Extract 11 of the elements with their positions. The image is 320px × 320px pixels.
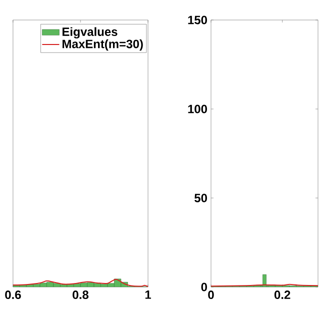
x-tick-label: 0.6 bbox=[5, 290, 21, 300]
y-tick-label: 150 bbox=[188, 16, 207, 24]
x-tick-label: 0 bbox=[208, 290, 214, 300]
x-tick-label: 0.8 bbox=[72, 290, 88, 300]
x-tick-label: 1 bbox=[145, 290, 151, 299]
legend-label: Eigvalues bbox=[62, 27, 118, 38]
legend-label: MaxEnt(m=30) bbox=[62, 39, 143, 51]
y-tick-label: 50 bbox=[194, 194, 207, 202]
x-tick-label: 0.2 bbox=[274, 290, 290, 300]
y-tick-label: 0 bbox=[201, 282, 207, 292]
y-tick-label: 100 bbox=[188, 104, 207, 114]
